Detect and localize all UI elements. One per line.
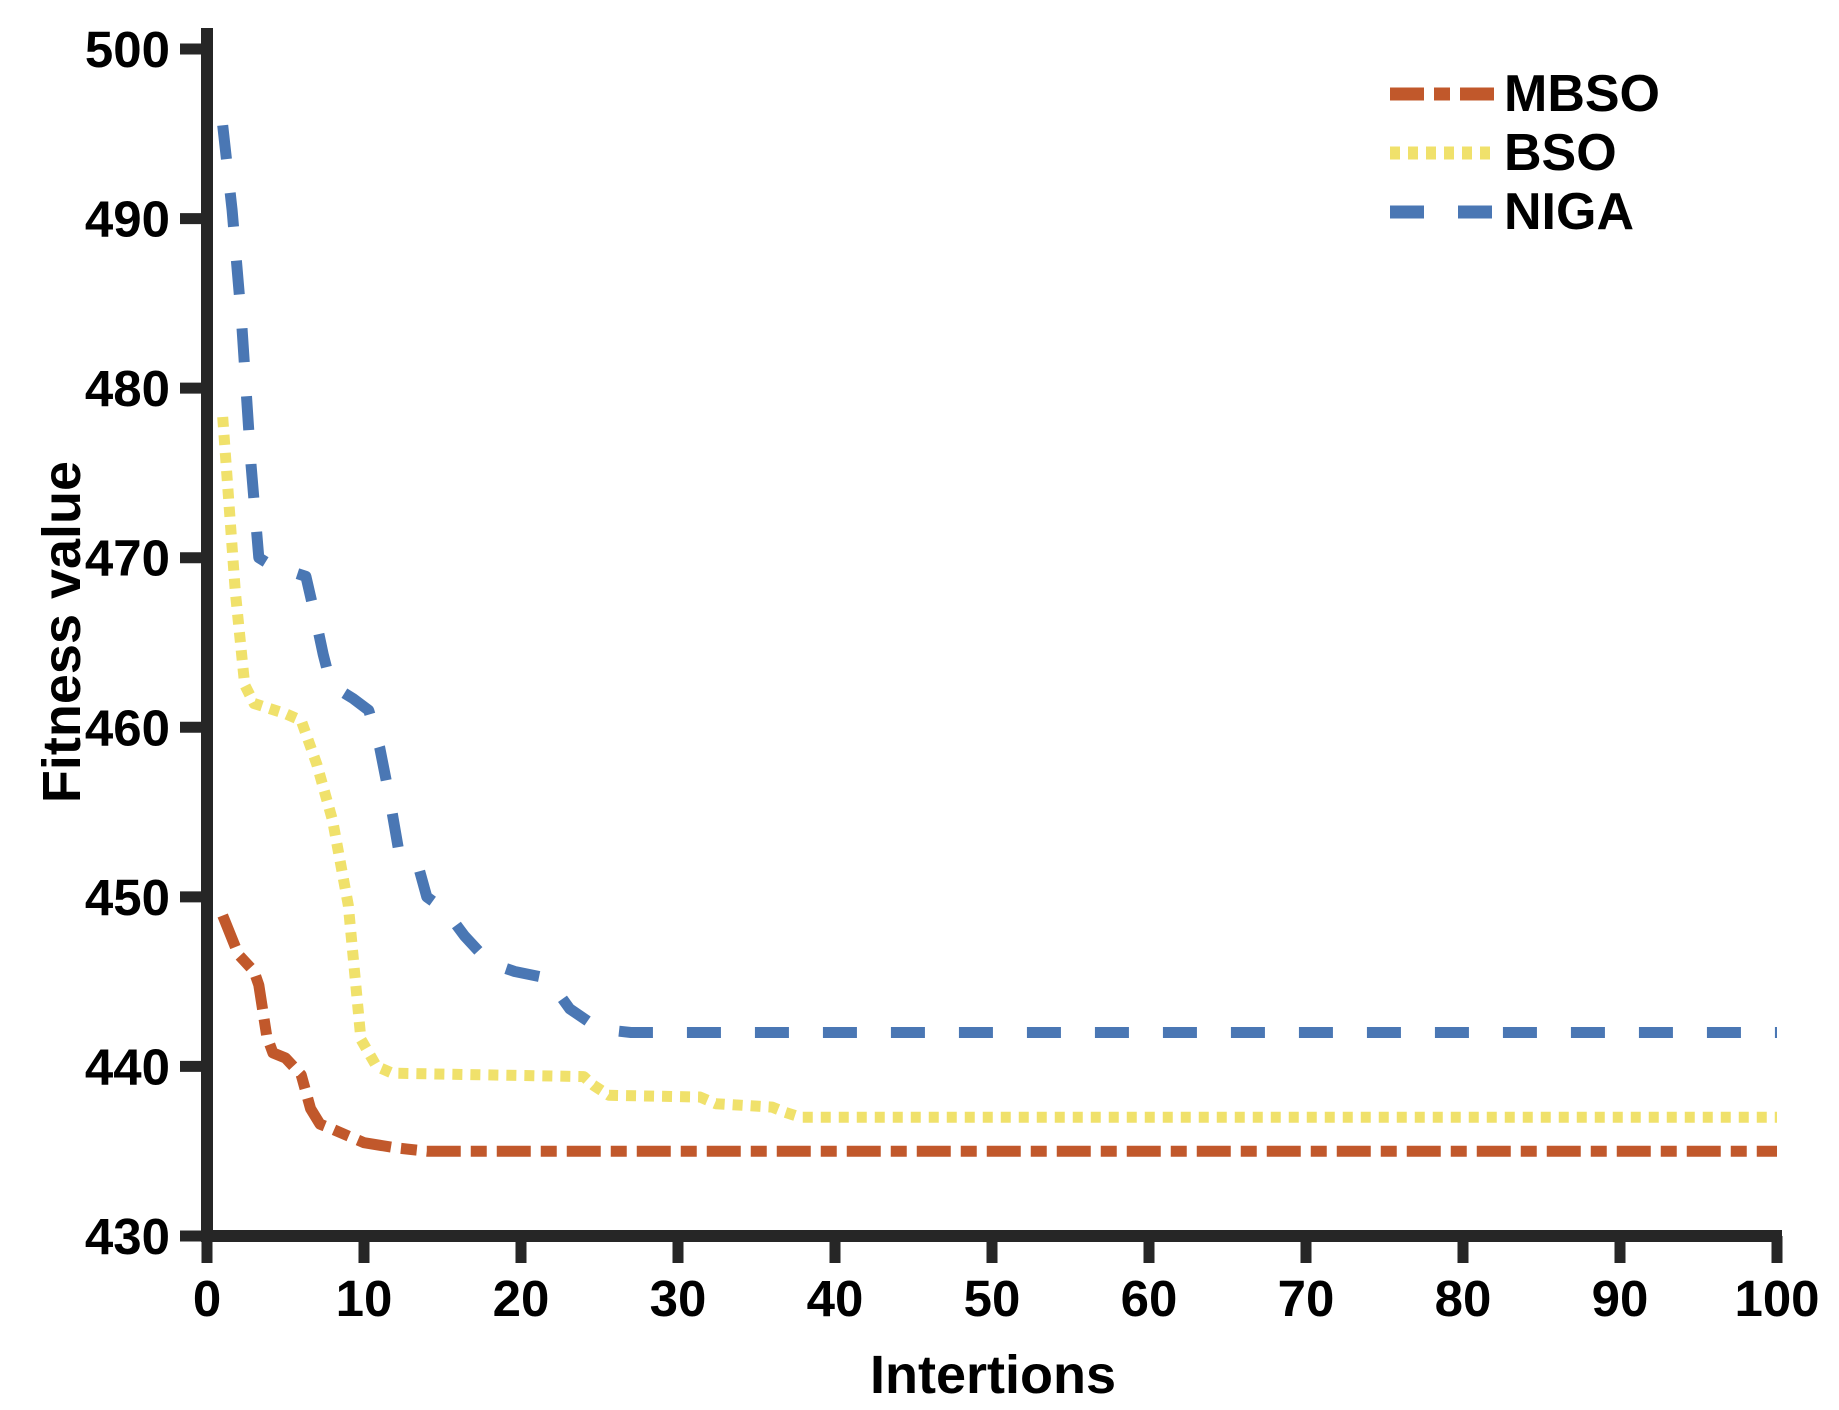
x-tick-label: 50 xyxy=(964,1270,1021,1327)
x-tick-label: 40 xyxy=(807,1270,864,1327)
y-tick-label: 490 xyxy=(85,191,170,248)
x-tick-label: 0 xyxy=(193,1270,221,1327)
series-line-mbso xyxy=(217,913,1777,1157)
y-tick-label: 450 xyxy=(85,869,170,926)
x-tick-label: 90 xyxy=(1592,1270,1649,1327)
legend-label-mbso: MBSO xyxy=(1504,64,1660,123)
x-tick-label: 60 xyxy=(1121,1270,1178,1327)
series-line-bso xyxy=(217,416,1777,1123)
legend-line-bso-icon xyxy=(1390,146,1496,159)
legend-label-bso: BSO xyxy=(1504,123,1617,182)
x-tick-label: 20 xyxy=(493,1270,550,1327)
legend: MBSO BSO NIGA xyxy=(1390,64,1660,241)
legend-line-niga-icon xyxy=(1390,205,1496,218)
legend-label-niga: NIGA xyxy=(1504,182,1634,241)
x-tick-label: 100 xyxy=(1734,1270,1819,1327)
legend-line-mbso-icon xyxy=(1390,87,1496,100)
x-axis-title: Intertions xyxy=(869,1345,1117,1405)
y-tick-label: 470 xyxy=(85,530,170,587)
y-tick-label: 440 xyxy=(85,1038,170,1095)
x-tick-label: 10 xyxy=(336,1270,393,1327)
y-tick-label: 480 xyxy=(85,360,170,417)
legend-item-bso: BSO xyxy=(1390,123,1660,182)
legend-item-niga: NIGA xyxy=(1390,182,1660,241)
y-tick-label: 500 xyxy=(85,21,170,78)
x-tick-label: 80 xyxy=(1435,1270,1492,1327)
legend-item-mbso: MBSO xyxy=(1390,64,1660,123)
y-tick-label: 460 xyxy=(85,699,170,756)
y-tick-label: 430 xyxy=(85,1208,170,1265)
series-line-niga xyxy=(217,124,1777,1038)
x-tick-label: 30 xyxy=(650,1270,707,1327)
x-tick-label: 70 xyxy=(1278,1270,1335,1327)
y-axis-title: Fitness value xyxy=(32,460,92,804)
